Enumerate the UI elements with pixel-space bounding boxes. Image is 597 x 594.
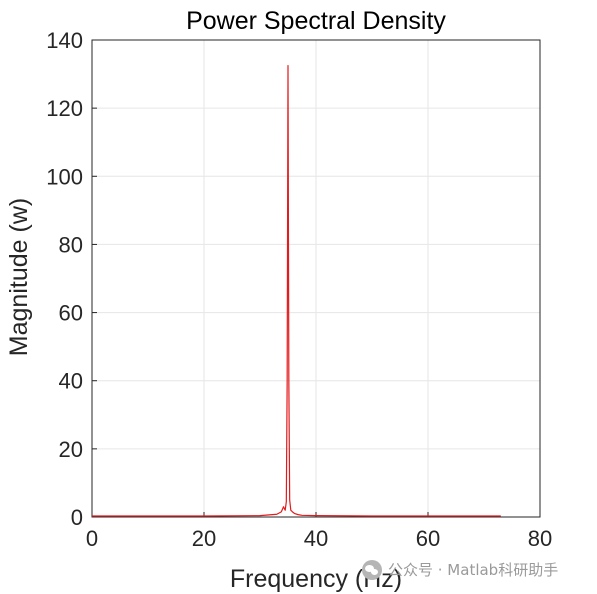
chart-title: Power Spectral Density — [186, 7, 446, 35]
watermark: 公众号 · Matlab科研助手 — [362, 559, 558, 580]
y-tick-label: 100 — [46, 164, 83, 189]
y-tick-label: 120 — [46, 96, 83, 121]
y-tick-label: 60 — [59, 301, 83, 326]
grid-lines — [92, 40, 540, 517]
y-tick-label: 0 — [71, 505, 83, 530]
y-tick-label: 80 — [59, 232, 83, 257]
watermark-text: 公众号 · Matlab科研助手 — [388, 561, 559, 579]
x-tick-label: 0 — [86, 526, 98, 551]
x-tick-label: 40 — [304, 526, 328, 551]
y-axis-title: Magnitude (w) — [5, 198, 33, 356]
axis-ticks: 0 20 40 60 80 0 20 40 60 80 100 120 140 — [46, 28, 552, 551]
x-tick-label: 80 — [528, 526, 552, 551]
x-tick-label: 60 — [416, 526, 440, 551]
x-tick-label: 20 — [192, 526, 216, 551]
y-tick-label: 20 — [59, 437, 83, 462]
wechat-icon — [362, 559, 382, 580]
y-tick-label: 140 — [46, 28, 83, 53]
y-tick-label: 40 — [59, 369, 83, 394]
series-layer — [92, 64, 501, 517]
psd-series-line — [92, 64, 501, 517]
